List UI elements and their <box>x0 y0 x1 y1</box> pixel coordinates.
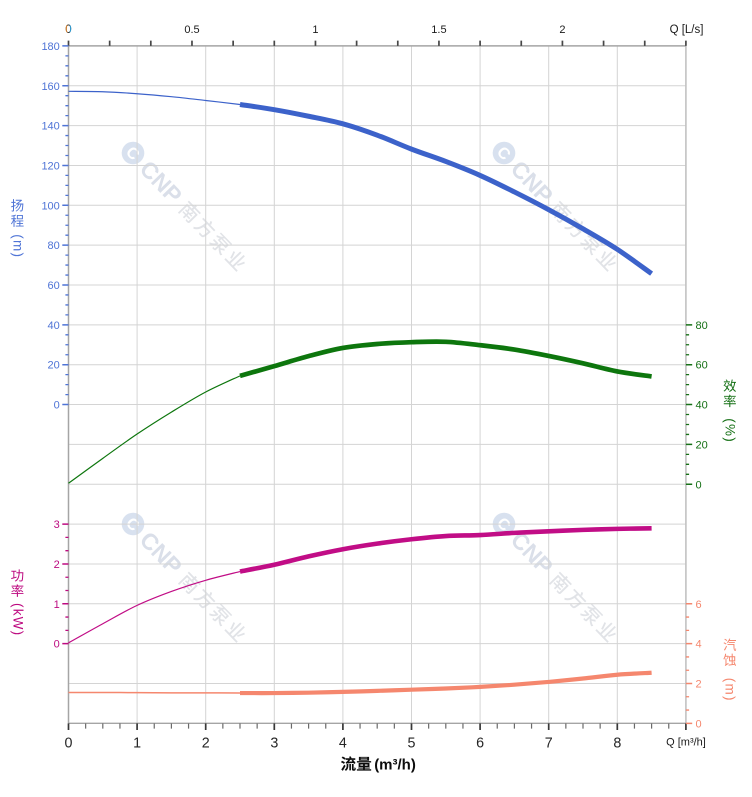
svg-text:40: 40 <box>696 400 708 412</box>
svg-text:5: 5 <box>408 736 416 752</box>
svg-text:40: 40 <box>48 320 60 332</box>
svg-text:2: 2 <box>696 679 702 691</box>
svg-text:0: 0 <box>65 24 71 36</box>
svg-text:100: 100 <box>41 200 59 212</box>
svg-text:0: 0 <box>65 24 71 36</box>
svg-text:20: 20 <box>696 439 708 451</box>
svg-text:(m³/h): (m³/h) <box>374 757 416 774</box>
svg-text:180: 180 <box>41 41 59 53</box>
svg-text:1: 1 <box>54 599 60 611</box>
svg-text:2: 2 <box>202 736 210 752</box>
svg-text:1: 1 <box>312 24 318 36</box>
svg-text:6: 6 <box>696 599 702 611</box>
svg-text:0: 0 <box>696 479 702 491</box>
svg-text:0: 0 <box>65 736 73 752</box>
svg-text:60: 60 <box>696 360 708 372</box>
svg-text:7: 7 <box>545 736 553 752</box>
svg-text:6: 6 <box>476 736 484 752</box>
svg-text:80: 80 <box>696 320 708 332</box>
svg-text:2: 2 <box>54 559 60 571</box>
svg-text:0: 0 <box>54 639 60 651</box>
svg-text:8: 8 <box>613 736 621 752</box>
svg-text:0: 0 <box>65 24 71 36</box>
svg-text:(kW): (kW) <box>10 603 25 636</box>
svg-text:4: 4 <box>339 736 347 752</box>
svg-text:(m): (m) <box>10 234 25 258</box>
svg-text:60: 60 <box>48 280 60 292</box>
svg-text:20: 20 <box>48 360 60 372</box>
svg-text:0.5: 0.5 <box>184 24 199 36</box>
svg-text:Q [L/s]: Q [L/s] <box>670 24 704 36</box>
svg-text:120: 120 <box>41 160 59 172</box>
svg-text:160: 160 <box>41 81 59 93</box>
svg-text:4: 4 <box>696 639 702 651</box>
svg-text:2: 2 <box>559 24 565 36</box>
svg-text:140: 140 <box>41 121 59 133</box>
svg-text:Q [m³/h]: Q [m³/h] <box>666 737 706 749</box>
svg-text:3: 3 <box>54 519 60 531</box>
svg-text:(%): (%) <box>723 418 738 443</box>
svg-text:1.5: 1.5 <box>431 24 446 36</box>
svg-text:1: 1 <box>133 736 141 752</box>
svg-text:0: 0 <box>54 400 60 412</box>
svg-text:80: 80 <box>48 240 60 252</box>
svg-text:3: 3 <box>270 736 278 752</box>
svg-text:0: 0 <box>696 718 702 730</box>
svg-text:(m): (m) <box>723 678 738 702</box>
